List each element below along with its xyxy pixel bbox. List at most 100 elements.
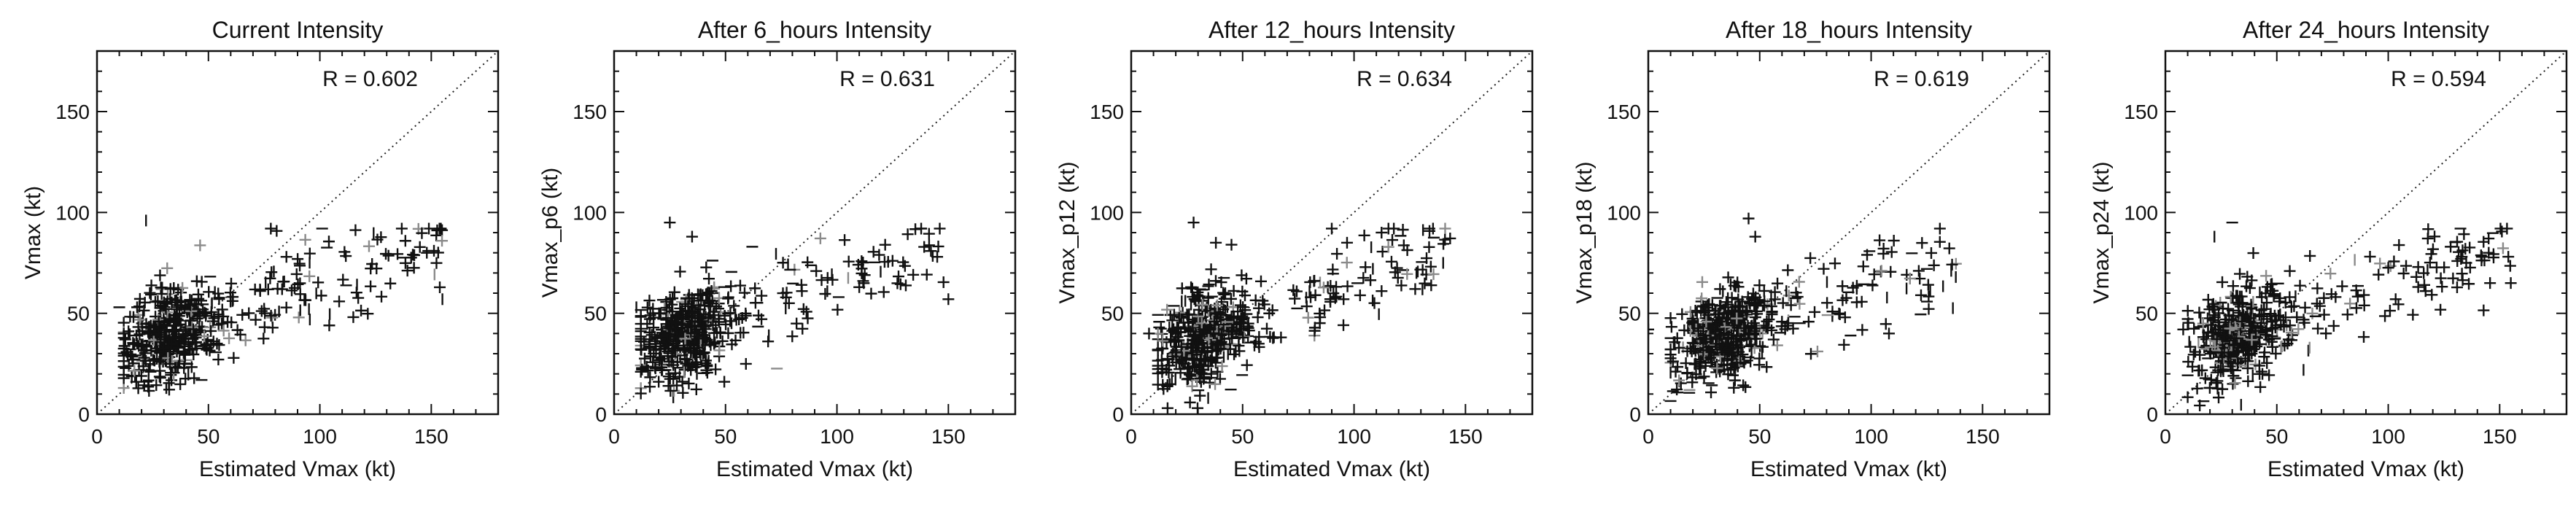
data-point (161, 262, 174, 274)
data-point (718, 309, 731, 322)
data-point (1782, 290, 1795, 302)
data-point (716, 335, 729, 347)
data-point (1836, 280, 1849, 292)
data-point (349, 224, 362, 236)
y-tick-label: 0 (78, 403, 90, 426)
correlation-annotation: R = 0.634 (1357, 67, 1452, 91)
data-point (2497, 242, 2509, 254)
data-point (1198, 355, 1211, 368)
data-point (635, 343, 648, 356)
data-point (1195, 317, 1208, 330)
data-point (2225, 314, 2238, 326)
data-point (185, 361, 198, 373)
data-point (174, 378, 187, 390)
data-point (2260, 270, 2273, 282)
data-point (1713, 316, 1726, 328)
data-point (683, 377, 695, 389)
data-point (1341, 257, 1353, 269)
data-point (663, 335, 675, 347)
data-point (1392, 271, 1404, 284)
data-point (303, 270, 316, 282)
data-point (1186, 380, 1198, 392)
data-point (298, 294, 311, 306)
y-tick-label: 150 (55, 101, 90, 123)
data-point (2216, 276, 2228, 288)
data-point (1423, 241, 1435, 253)
data-point (1914, 273, 1926, 285)
data-point (1672, 342, 1685, 354)
data-point (2227, 280, 2239, 292)
data-point (177, 346, 190, 359)
data-point (128, 365, 141, 377)
data-point (401, 265, 414, 277)
data-point (1287, 284, 1300, 296)
one-to-one-line (614, 51, 1015, 414)
x-tick-label: 50 (1748, 425, 1771, 448)
data-point (2483, 233, 2495, 245)
data-point (641, 301, 653, 314)
data-point (2216, 363, 2229, 376)
data-point (1208, 315, 1220, 327)
data-point (728, 300, 740, 312)
data-point (1736, 295, 1748, 308)
data-point (1804, 252, 1817, 264)
data-point (2243, 282, 2256, 295)
data-point (1326, 222, 1338, 235)
data-point (1922, 279, 1934, 291)
data-point (702, 273, 715, 285)
data-point (1699, 301, 1712, 314)
data-point (1804, 348, 1817, 360)
data-point (1419, 277, 1431, 290)
data-point (355, 304, 368, 316)
data-point (2187, 349, 2200, 361)
data-point (1338, 293, 1350, 306)
data-point (1914, 289, 1927, 301)
data-point (1720, 296, 1733, 308)
data-point (1704, 351, 1717, 364)
data-point (1705, 322, 1718, 335)
data-point (713, 344, 726, 357)
data-point (647, 356, 659, 368)
data-point (1933, 236, 1946, 248)
data-point (239, 334, 252, 346)
data-point (2324, 268, 2337, 280)
data-point (1671, 384, 1683, 396)
data-point (1943, 242, 1955, 254)
data-point (635, 330, 647, 343)
data-point (858, 269, 871, 281)
data-point (1706, 299, 1718, 311)
data-point (1341, 280, 1354, 292)
data-point (1206, 351, 1218, 363)
data-point (166, 338, 178, 350)
data-point (2410, 271, 2423, 283)
data-point (130, 376, 142, 388)
data-point (140, 318, 152, 330)
data-point (1389, 266, 1401, 279)
data-point (2188, 322, 2200, 335)
data-point (1742, 212, 1755, 225)
data-point (2227, 378, 2239, 390)
data-point (1182, 316, 1195, 329)
data-point (2438, 261, 2451, 273)
data-point (395, 222, 408, 235)
data-point (1676, 308, 1688, 320)
data-point (2400, 260, 2413, 272)
data-point (2318, 292, 2330, 304)
data-point (2224, 351, 2237, 363)
data-point (2451, 254, 2464, 267)
data-point (1861, 249, 1874, 261)
data-point (653, 376, 665, 388)
data-point (154, 269, 166, 281)
data-point (2350, 284, 2362, 297)
data-point (691, 309, 704, 322)
x-tick-label: 50 (197, 425, 220, 448)
data-point (2460, 257, 2472, 269)
data-point (2304, 249, 2316, 262)
data-point (2229, 377, 2241, 389)
data-point (286, 284, 298, 297)
data-point (1802, 316, 1815, 328)
data-point (1308, 275, 1321, 287)
data-point (1675, 377, 1687, 389)
x-tick-label: 100 (303, 425, 337, 448)
data-point (414, 241, 426, 253)
